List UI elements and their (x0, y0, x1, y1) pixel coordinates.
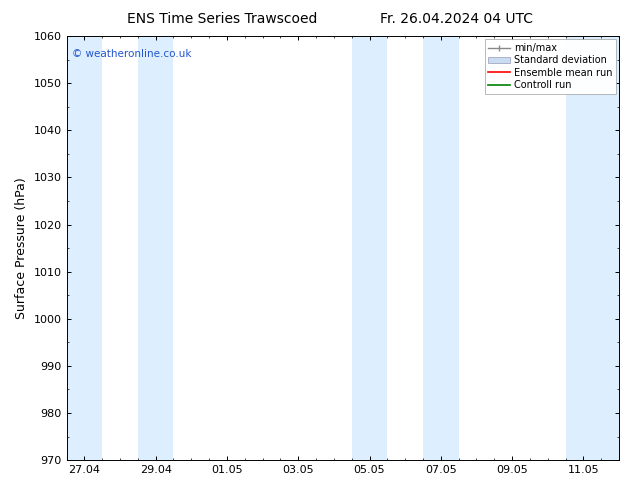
Bar (138, 36, 174, 460)
Text: ENS Time Series Trawscoed: ENS Time Series Trawscoed (127, 12, 317, 26)
Bar (566, 36, 619, 460)
Bar (352, 36, 387, 460)
Text: © weatheronline.co.uk: © weatheronline.co.uk (72, 49, 191, 59)
Legend: min/max, Standard deviation, Ensemble mean run, Controll run: min/max, Standard deviation, Ensemble me… (484, 39, 616, 94)
Text: Fr. 26.04.2024 04 UTC: Fr. 26.04.2024 04 UTC (380, 12, 533, 26)
Bar (423, 36, 458, 460)
Bar (67, 36, 102, 460)
Y-axis label: Surface Pressure (hPa): Surface Pressure (hPa) (15, 177, 28, 319)
